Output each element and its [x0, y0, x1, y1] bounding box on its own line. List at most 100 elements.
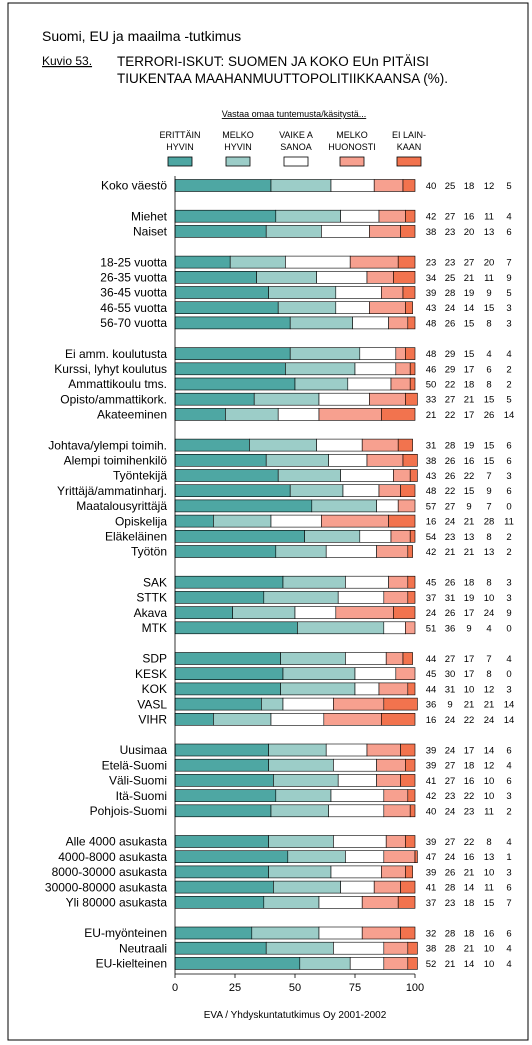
bar-row-opisto-ammattikork [174, 392, 418, 406]
value-label: 44 [426, 684, 437, 695]
bar-segment-ei-lainkaan [400, 743, 416, 757]
bar-segment-melko-hyvin [213, 712, 272, 726]
value-label: 20 [484, 258, 495, 269]
value-label: 24 [445, 806, 456, 817]
value-label: 0 [506, 669, 511, 680]
bar-segment-vaikea-sanoa [349, 957, 385, 970]
value-label: 18 [464, 761, 475, 772]
bar-segment-vaikea-sanoa [325, 545, 377, 558]
value-label: 4 [506, 761, 511, 772]
bar-segment-ei-lainkaan [409, 469, 418, 482]
value-label: 7 [506, 258, 511, 269]
legend-item-vaikea-sanoa: VAIKE A SANOA [279, 130, 313, 167]
value-label: 0 [506, 501, 511, 512]
legend-item-erittain-hyvin: ERITTÄIN HYVIN [159, 130, 201, 167]
bar-segment-erittain-hyvin [174, 408, 226, 421]
bar-segment-ei-lainkaan [397, 255, 416, 269]
value-label: 40 [426, 181, 437, 192]
value-label: 41 [426, 776, 437, 787]
bar-segment-vaikea-sanoa [328, 804, 385, 818]
value-label: 10 [484, 959, 495, 970]
value-label: 10 [484, 593, 495, 604]
bar-segment-melko-hyvin [270, 804, 329, 818]
bar-row-18-25-vuotta [174, 255, 416, 269]
bar-segment-melko-hyvin [256, 270, 317, 284]
value-label: 23 [426, 258, 437, 269]
value-label: 15 [484, 898, 495, 909]
bar-row-26-35-vuotta [174, 270, 416, 284]
value-label: 28 [445, 883, 456, 894]
bar-segment-melko-huonosti [395, 667, 416, 681]
bar-segment-erittain-hyvin [174, 758, 269, 772]
bar-segment-vaikea-sanoa [285, 255, 351, 269]
value-label: 24 [445, 852, 456, 863]
value-label: 54 [426, 532, 437, 543]
legend-label: KAAN [397, 142, 422, 152]
bar-segment-ei-lainkaan [409, 362, 416, 376]
value-label: 22 [464, 471, 475, 482]
chart-title-line-1: TERRORI-ISKUT: SUOMEN JA KOKO EUn PITÄIS… [117, 54, 429, 69]
bar-segment-melko-hyvin [277, 469, 341, 482]
bar-segment-vaikea-sanoa [316, 270, 368, 284]
bar-segment-melko-hyvin [268, 758, 334, 772]
value-label: 26 [445, 867, 456, 878]
bar-row-kurssi-lyhyt-koulutus [174, 362, 416, 376]
bar-row-alempi-toimihenkilo [174, 453, 418, 467]
category-label: Pohjois-Suomi [90, 804, 167, 818]
bar-segment-melko-huonosti [373, 179, 404, 192]
bar-segment-ei-lainkaan [407, 789, 416, 802]
bar-segment-melko-hyvin [294, 377, 349, 391]
bar-segment-vaikea-sanoa [337, 591, 385, 604]
bar-segment-ei-lainkaan [397, 438, 413, 452]
value-label: 48 [426, 318, 437, 329]
bar-segment-vaikea-sanoa [335, 286, 382, 299]
value-label: 48 [426, 349, 437, 360]
bar-segment-ei-lainkaan [405, 392, 418, 406]
bar-segment-melko-huonosti [376, 545, 409, 558]
bar-segment-ei-lainkaan [405, 347, 416, 360]
value-label: 42 [426, 547, 437, 558]
value-label: 24 [484, 608, 495, 619]
category-label: EU-myönteinen [84, 926, 167, 940]
bar-segment-vaikea-sanoa [333, 941, 385, 955]
category-label: Työntekijä [113, 469, 167, 483]
bar-segment-vaikea-sanoa [340, 209, 380, 223]
value-label: 23 [445, 532, 456, 543]
value-label: 26 [445, 471, 456, 482]
bar-segment-erittain-hyvin [174, 606, 233, 619]
category-labels: Koko väestö Miehet Naiset 18-25 vuotta 26-35… [45, 179, 168, 971]
bar-segment-melko-huonosti [323, 712, 382, 726]
bar-row-akateeminen [174, 408, 416, 421]
bar-segment-vaikea-sanoa [345, 850, 385, 864]
bar-segment-melko-hyvin [275, 545, 327, 558]
value-label: 8 [486, 837, 491, 848]
value-label: 31 [426, 441, 437, 452]
value-label: 7 [506, 898, 511, 909]
bar-segment-melko-huonosti [318, 408, 382, 421]
value-label: 24 [445, 746, 456, 757]
value-label: 23 [445, 898, 456, 909]
value-label: 27 [445, 776, 456, 787]
bar-segment-ei-lainkaan [393, 270, 416, 284]
value-label: 19 [464, 593, 475, 604]
category-label: Alempi toimihenkilö [64, 454, 168, 468]
value-label: 22 [445, 380, 456, 391]
bar-segment-melko-huonosti [366, 270, 394, 284]
bar-row-vali-suomi [174, 774, 416, 787]
bar-segment-erittain-hyvin [174, 301, 279, 315]
value-label: 45 [426, 669, 437, 680]
bar-segment-melko-huonosti [335, 606, 394, 619]
category-label: Akateeminen [97, 408, 167, 422]
legend-label: MELKO [336, 130, 368, 140]
value-label: 15 [484, 303, 495, 314]
bar-segment-vaikea-sanoa [376, 499, 399, 513]
value-label: 6 [506, 883, 511, 894]
bar-segment-melko-huonosti [378, 209, 406, 223]
bar-segment-melko-huonosti [385, 835, 406, 848]
value-label: 28 [445, 441, 456, 452]
value-label: 9 [506, 608, 511, 619]
value-label: 11 [484, 883, 494, 894]
value-label: 16 [426, 517, 437, 528]
value-label: 14 [504, 715, 515, 726]
value-label: 36 [445, 623, 456, 634]
